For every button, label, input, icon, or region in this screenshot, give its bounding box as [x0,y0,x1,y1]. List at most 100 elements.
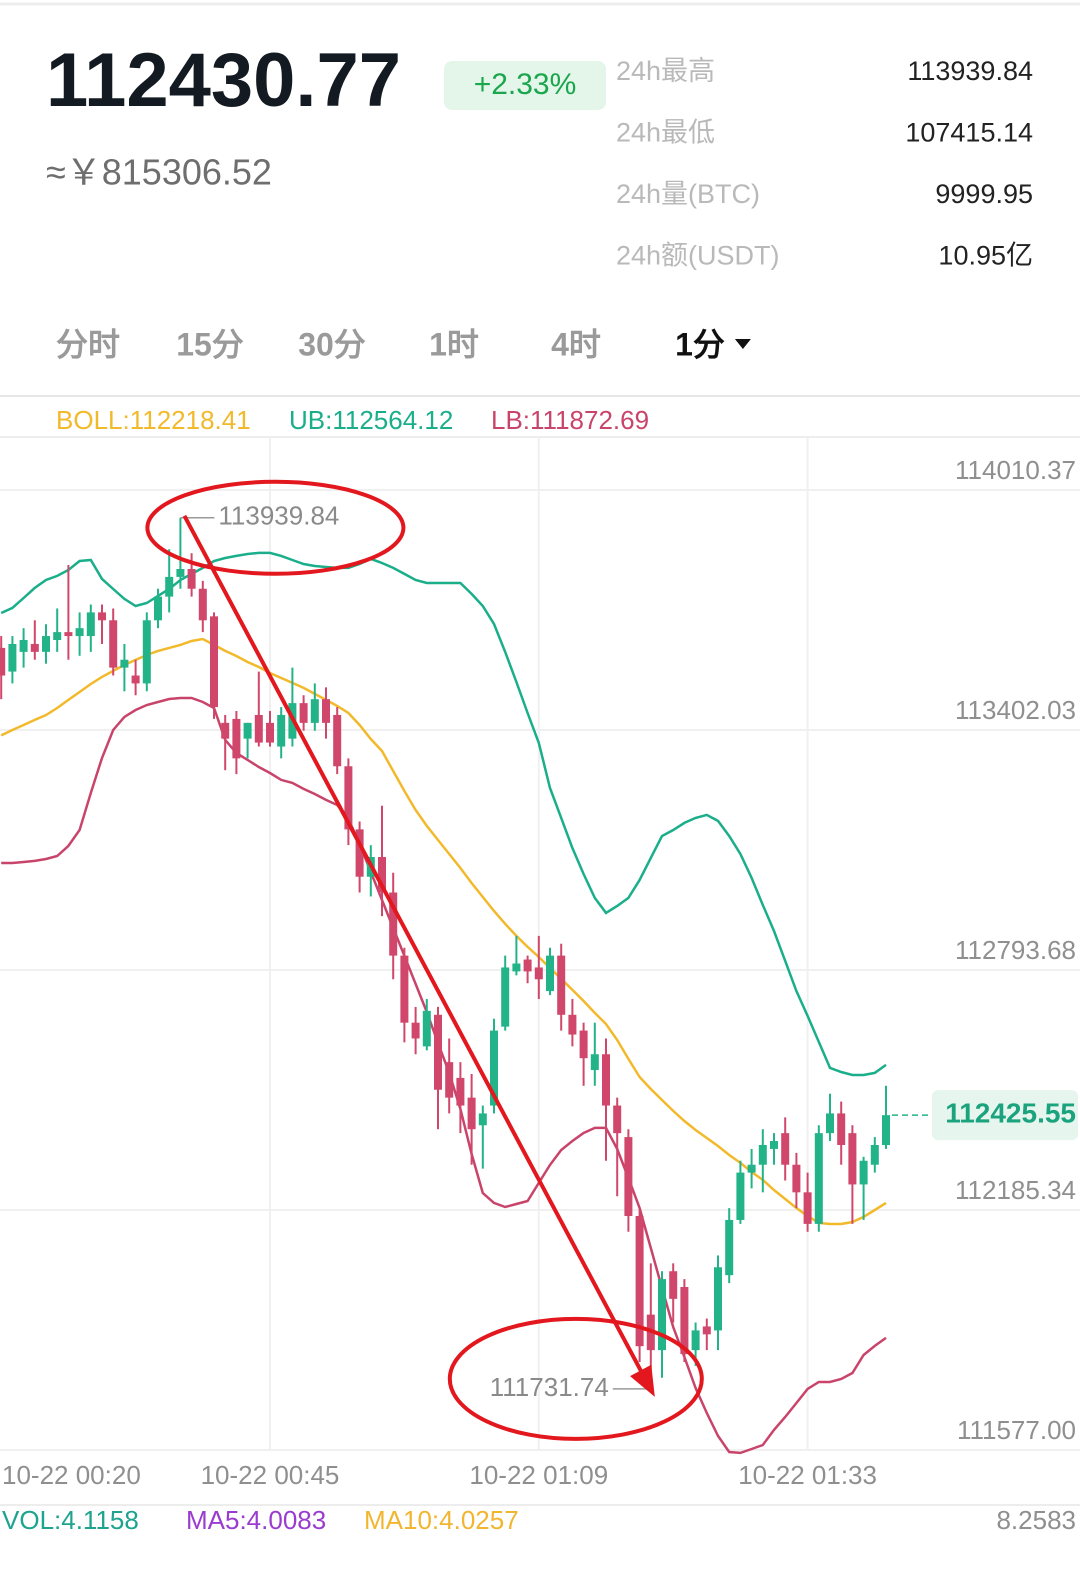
volume-indicator: MA10:4.0257 [364,1505,519,1535]
candle-body [557,955,566,1015]
candle-body [19,640,28,652]
low-annotation: 111731.74 [490,1372,609,1402]
candle-body [501,967,510,1027]
stat-label: 24h最低 [616,118,715,148]
candle-body [64,632,73,637]
x-tick-label: 10-22 01:09 [469,1460,608,1490]
candle-body [613,1105,622,1134]
candle-body [310,699,319,723]
candle-body [882,1115,890,1145]
tab[interactable]: 1时 [429,326,479,362]
candle-body [523,959,532,972]
candle-body [165,576,174,597]
stat-value: 9999.95 [935,179,1033,209]
candle-body [770,1141,778,1149]
volume-indicator: MA5:4.0083 [186,1505,326,1535]
y-tick-label: 112793.68 [955,935,1076,965]
candle-body [378,856,386,893]
y-tick-label: 111577.00 [957,1415,1076,1445]
candle-body [635,1215,644,1347]
trend-arrow [182,514,645,1375]
stat-label: 24h额(USDT) [616,241,780,271]
candle-body [322,699,330,723]
tab[interactable]: 15分 [176,326,244,362]
candle-body [445,1062,454,1098]
candle-body [669,1271,678,1299]
trend-arrow-head [630,1364,655,1397]
candle-body [154,596,162,621]
band-line [0,637,887,1226]
candle-body [478,1113,487,1126]
candle-body [837,1113,846,1145]
candle-body [579,1030,588,1059]
candle-body [131,675,140,684]
x-tick-label: 10-22 00:45 [201,1460,340,1490]
candle-body [198,588,207,621]
indicator-label: LB:111872.69 [491,405,649,435]
candle-body [221,722,230,739]
candle-body [803,1192,812,1224]
candle-body [210,616,218,708]
candle-body [176,569,185,577]
highlight-ellipse [447,1316,704,1441]
tab[interactable]: 30分 [298,326,366,362]
indicator-label: UB:112564.12 [289,405,453,435]
candle-body [333,714,342,767]
candle-body [624,1137,633,1216]
candle-body [691,1330,700,1351]
candle-body [254,714,263,743]
candle-body [467,1097,476,1130]
candle-body [53,632,62,641]
candle-body [758,1144,767,1165]
band-line [1,696,887,1455]
candle-body [98,612,106,621]
indicator-label: BOLL:112218.41 [56,405,251,435]
last-price-box [932,1090,1078,1141]
stats: 24h最高 113939.84 24h最低 107415.14 24h量(BTC) 999… [616,56,1033,271]
volume-indicator: VOL:4.1158 [2,1505,139,1535]
candle-body [142,620,151,684]
x-tick-label: 10-22 01:33 [738,1460,877,1490]
candle-body [8,643,17,672]
candle-body [299,703,308,723]
candle-body [781,1133,790,1165]
candle-body [590,1054,599,1071]
candle-body [859,1160,868,1185]
candle-body [702,1326,711,1335]
candle-body [680,1287,689,1355]
dropdown-caret[interactable] [734,339,751,349]
y-tick-label: 114010.37 [955,455,1076,485]
band-line [0,551,887,1077]
candle-body [747,1164,756,1173]
chart: BOLL:112218.41 UB:112564.12 LB:111872.69 11… [0,405,1080,1535]
tab[interactable]: 分时 [56,326,120,362]
price: 112430.77 [46,38,401,123]
highlight-ellipse [145,479,406,576]
candle-body [826,1113,834,1134]
stat-value: 113939.84 [907,56,1033,86]
stat-value: 10.95亿 [938,241,1033,271]
candle-body [30,643,39,652]
candle-body [355,829,364,877]
candle-body [490,1030,498,1106]
candle-body [389,892,398,956]
x-tick-label: 10-22 00:20 [2,1460,141,1490]
candle-body [792,1164,801,1193]
candle-body [814,1133,823,1224]
candle-body [434,1014,442,1090]
candle-body [42,636,50,652]
y-tick-label: 112185.34 [955,1175,1076,1205]
candle-body [120,659,129,668]
candle-body [411,1022,420,1039]
candle-body [400,955,409,1023]
cny-price: ≈￥815306.52 [46,152,272,193]
candle-body [512,963,521,972]
tab[interactable]: 4时 [551,326,601,362]
last-price-label: 112425.55 [945,1098,1076,1129]
tab[interactable]: 1分 [675,326,725,362]
candle-body [232,718,241,759]
candle-body [344,766,353,830]
candle-body [568,1014,577,1035]
volume-max: 8.2583 [996,1505,1076,1535]
